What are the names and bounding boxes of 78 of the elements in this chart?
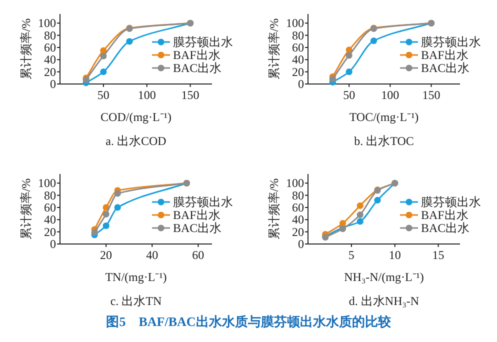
- point: [374, 196, 381, 204]
- x-axis-title: NH₃-N/(mg·L⁻¹): [344, 270, 424, 284]
- y-tick-label: 20: [44, 224, 56, 239]
- y-tick-label: 100: [38, 16, 56, 30]
- point: [346, 68, 352, 76]
- text: d. 出水NH₃-N: [348, 294, 420, 308]
- y-tick-label: 20: [44, 64, 56, 79]
- y-tick-label: 100: [286, 16, 304, 30]
- legend-label: 膜芬顿出水: [173, 195, 233, 209]
- y-axis-title: 累计频率/%: [267, 18, 281, 80]
- x-tick-label: 60: [192, 248, 204, 262]
- y-tick-label: 0: [298, 237, 304, 251]
- point: [102, 222, 110, 230]
- x-tick-label: 50: [343, 88, 356, 102]
- y-tick-label: 80: [292, 28, 304, 42]
- y-tick-label: 0: [298, 77, 304, 91]
- text: b. 出水TOC: [354, 134, 414, 148]
- x-tick-label: 40: [146, 248, 158, 262]
- y-tick-label: 80: [44, 28, 56, 42]
- y-tick-label: 100: [38, 176, 56, 190]
- point: [370, 37, 378, 44]
- x-tick-label: 150: [422, 88, 440, 102]
- y-tick-label: 20: [292, 224, 304, 239]
- y-tick-label: 40: [44, 52, 56, 67]
- y-tick-label: 100: [286, 176, 304, 190]
- point: [339, 220, 346, 227]
- caption: 图5 BAF/BAC出水水质与膜芬顿出水水质的比较: [106, 314, 392, 329]
- y-axis-title: 累计频率/%: [19, 178, 33, 240]
- legend-label: BAF出水: [173, 48, 220, 62]
- point: [100, 52, 107, 60]
- legend-label: BAF出水: [173, 208, 220, 222]
- y-axis-title: 累计频率/%: [19, 18, 33, 80]
- x-tick-label: 10: [388, 248, 401, 262]
- point: [91, 229, 98, 236]
- legend-label: BAC出水: [421, 221, 470, 235]
- y-tick-label: 20: [292, 64, 304, 79]
- legend-label: 膜芬顿出水: [421, 195, 481, 209]
- text: a. 出水COD: [106, 134, 167, 148]
- y-tick-label: 60: [292, 40, 304, 54]
- legend-label: 膜芬顿出水: [421, 35, 481, 49]
- x-axis-title: TOC/(mg·L⁻¹): [349, 110, 419, 124]
- x-tick-label: 150: [181, 88, 200, 102]
- y-tick-label: 60: [44, 40, 56, 54]
- x-axis-title: COD/(mg·L⁻¹): [100, 110, 172, 124]
- point: [100, 68, 107, 76]
- point: [356, 202, 364, 209]
- legend-label: BAF出水: [421, 208, 468, 222]
- y-tick-label: 80: [44, 188, 56, 202]
- point: [114, 190, 121, 197]
- x-tick-label: 100: [138, 88, 156, 102]
- y-tick-label: 60: [292, 200, 304, 214]
- y-tick-label: 40: [292, 52, 304, 67]
- x-axis-title: TN/(mg·L⁻¹): [105, 270, 167, 284]
- x-tick-label: 50: [97, 88, 110, 102]
- point: [126, 38, 133, 45]
- legend-label: 膜芬顿出水: [173, 35, 233, 49]
- legend-label: BAC出水: [173, 61, 222, 75]
- y-tick-label: 40: [44, 212, 56, 227]
- legend-label: BAC出水: [173, 221, 222, 235]
- y-tick-label: 0: [50, 237, 56, 251]
- text: c. 出水TN: [110, 294, 162, 308]
- point: [356, 218, 364, 225]
- legend-label: BAC出水: [421, 61, 470, 75]
- point: [356, 211, 364, 218]
- x-tick-label: 15: [432, 248, 444, 262]
- point: [329, 76, 336, 82]
- y-tick-label: 80: [292, 188, 304, 202]
- y-tick-label: 60: [44, 200, 56, 214]
- point: [114, 204, 121, 211]
- legend-label: BAF出水: [421, 48, 468, 62]
- x-tick-label: 5: [348, 248, 354, 262]
- y-tick-label: 40: [292, 212, 304, 227]
- x-tick-label: 20: [100, 248, 112, 262]
- y-tick-label: 0: [50, 77, 56, 91]
- point: [346, 52, 352, 59]
- point: [102, 210, 110, 218]
- x-tick-label: 100: [381, 88, 400, 102]
- y-axis-title: 累计频率/%: [267, 178, 281, 240]
